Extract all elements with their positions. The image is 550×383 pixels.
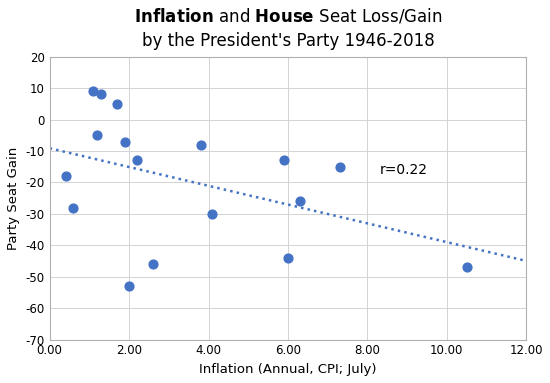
Point [125,283,134,289]
Point [335,164,344,170]
Point [295,198,304,205]
Point [69,205,78,211]
Point [113,101,122,107]
Point [97,91,106,97]
Y-axis label: Party Seat Gain: Party Seat Gain [7,147,20,250]
X-axis label: Inflation (Annual, CPI; July): Inflation (Annual, CPI; July) [199,363,377,376]
Point [148,261,157,267]
Point [93,132,102,138]
Point [208,211,217,217]
Text: r=0.22: r=0.22 [379,163,427,177]
Point [279,157,288,164]
Point [133,157,141,164]
Point [284,255,293,261]
Title: $\bf{Inflation}$ and $\bf{House}$ Seat Loss/Gain
by the President's Party 1946-2: $\bf{Inflation}$ and $\bf{House}$ Seat L… [134,7,442,49]
Point [196,142,205,148]
Point [89,88,98,94]
Point [463,264,471,270]
Point [61,173,70,179]
Point [120,139,129,145]
